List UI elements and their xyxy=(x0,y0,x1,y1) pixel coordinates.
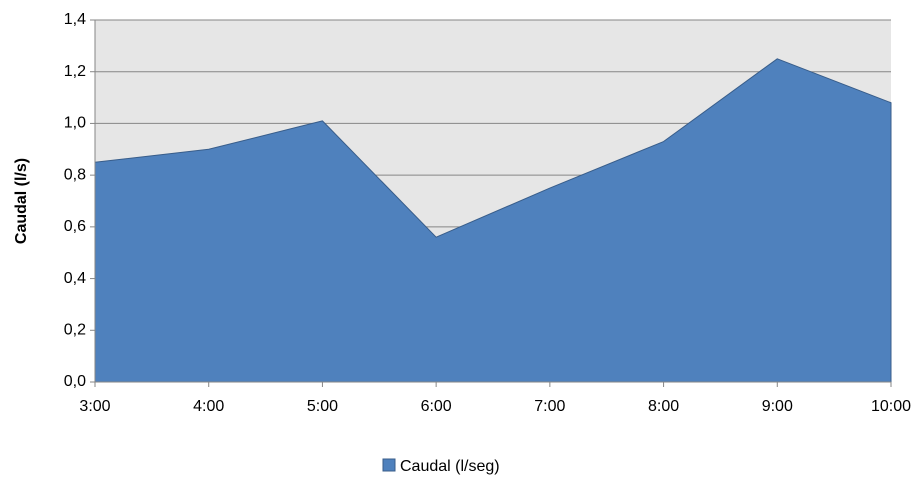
x-tick-label: 4:00 xyxy=(193,398,224,415)
x-tick-label: 6:00 xyxy=(421,398,452,415)
x-tick-label: 10:00 xyxy=(871,398,911,415)
y-tick-label: 1,4 xyxy=(64,11,86,28)
x-tick-label: 8:00 xyxy=(648,398,679,415)
y-tick-label: 1,0 xyxy=(64,115,86,132)
y-tick-label: 0,8 xyxy=(64,166,86,183)
y-axis-title: Caudal (l/s) xyxy=(13,158,30,244)
x-tick-label: 9:00 xyxy=(762,398,793,415)
y-axis-ticks: 0,0 0,2 0,4 0,6 0,8 1,0 1,2 1,4 xyxy=(64,11,95,390)
legend-label-caudal: Caudal (l/seg) xyxy=(400,458,500,475)
y-tick-label: 0,4 xyxy=(64,270,86,287)
y-tick-label: 0,0 xyxy=(64,373,86,390)
x-tick-label: 3:00 xyxy=(79,398,110,415)
legend: Caudal (l/seg) xyxy=(382,458,500,475)
legend-swatch-caudal xyxy=(382,458,396,472)
x-axis-ticks: 3:00 4:00 5:00 6:00 7:00 8:00 9:00 10:00 xyxy=(79,382,911,415)
series-area-caudal xyxy=(94,58,892,383)
x-tick-label: 5:00 xyxy=(307,398,338,415)
y-tick-label: 1,2 xyxy=(64,63,86,80)
x-tick-label: 7:00 xyxy=(534,398,565,415)
y-tick-label: 0,2 xyxy=(64,322,86,339)
y-tick-label: 0,6 xyxy=(64,218,86,235)
